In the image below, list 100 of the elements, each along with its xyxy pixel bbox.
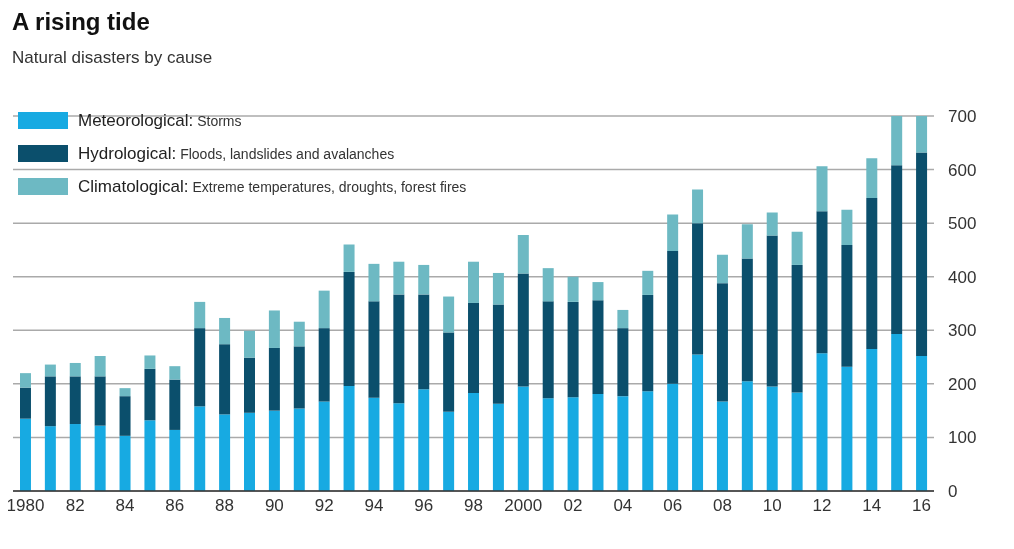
x-tick-label: 86 [165, 496, 185, 516]
bar [293, 408, 305, 491]
bar [244, 412, 255, 491]
bar [916, 356, 928, 491]
y-tick-label: 200 [948, 374, 977, 394]
bar [443, 332, 455, 412]
x-tick-label: 02 [563, 496, 583, 516]
bar [19, 373, 31, 388]
bar [443, 411, 455, 491]
bar [841, 245, 853, 367]
bar [567, 397, 579, 491]
bar [642, 391, 654, 491]
bar [716, 254, 728, 284]
y-tick-label: 700 [948, 107, 977, 127]
bar [692, 354, 704, 491]
bar [144, 355, 156, 369]
bar [716, 283, 728, 402]
bar [318, 290, 330, 329]
bar [716, 401, 728, 491]
y-tick-label: 500 [948, 214, 977, 234]
bar [44, 364, 56, 377]
bar [841, 366, 853, 491]
bar [667, 214, 679, 251]
bar [268, 310, 280, 348]
bar [492, 403, 504, 491]
x-tick-label: 82 [65, 496, 85, 516]
bar [791, 264, 803, 393]
bar [393, 403, 405, 491]
x-tick-label: 14 [862, 496, 882, 516]
bar [219, 344, 231, 415]
bar [617, 396, 629, 491]
bar [219, 414, 231, 491]
bar [219, 317, 231, 345]
bar [368, 301, 380, 398]
chart-subtitle: Natural disasters by cause [12, 48, 213, 68]
bar [94, 425, 106, 491]
bar [368, 263, 380, 302]
bar [692, 223, 704, 355]
y-tick-label: 100 [948, 428, 977, 448]
bar [418, 294, 430, 390]
bar [244, 330, 255, 358]
bar [169, 379, 181, 430]
bar [418, 264, 430, 295]
bar [791, 392, 803, 491]
bar [343, 244, 355, 272]
bar [741, 381, 753, 491]
bar [567, 301, 579, 398]
bar [393, 294, 405, 404]
bar [891, 334, 903, 491]
bar [44, 376, 56, 427]
bar [343, 271, 355, 386]
bar [393, 261, 405, 295]
bar [443, 296, 455, 333]
x-tick-label: 16 [912, 496, 932, 516]
x-tick-label: 96 [414, 496, 434, 516]
x-tick-label: 12 [812, 496, 832, 516]
bar [816, 211, 828, 354]
bar [791, 231, 803, 265]
bar [592, 282, 604, 301]
legend-label: Hydrological: Floods, landslides and avalanches [78, 143, 395, 164]
bar [642, 294, 654, 392]
x-tick-label: 06 [663, 496, 683, 516]
bar [318, 401, 330, 491]
bar [119, 435, 131, 491]
bar [841, 209, 853, 246]
bar [766, 386, 778, 491]
x-tick-label: 90 [264, 496, 284, 516]
bar [492, 272, 504, 305]
x-tick-label: 08 [712, 496, 732, 516]
bar [69, 362, 81, 377]
bar [44, 426, 56, 491]
bar [592, 394, 604, 491]
bar [517, 273, 529, 387]
bar [19, 387, 31, 419]
legend-label: Meteorological: Storms [78, 110, 242, 131]
bar [567, 276, 579, 302]
bar [667, 251, 679, 384]
bar [866, 158, 878, 198]
x-tick-label: 1980 [6, 496, 45, 516]
bar [542, 301, 554, 399]
bar [592, 300, 604, 395]
bar [667, 383, 679, 491]
bar [318, 328, 330, 402]
bar [169, 429, 181, 491]
bar [144, 420, 156, 491]
bar [542, 268, 554, 302]
bar [368, 397, 380, 491]
bar [94, 356, 106, 377]
bar [293, 321, 305, 347]
y-tick-label: 300 [948, 321, 977, 341]
x-tick-label: 10 [762, 496, 782, 516]
y-tick-label: 600 [948, 160, 977, 180]
bar [542, 398, 554, 491]
bar [418, 389, 430, 491]
bar [69, 376, 81, 425]
bar [866, 349, 878, 491]
bar [94, 376, 106, 426]
bar [816, 353, 828, 491]
bar [468, 392, 480, 491]
bar [766, 235, 778, 387]
